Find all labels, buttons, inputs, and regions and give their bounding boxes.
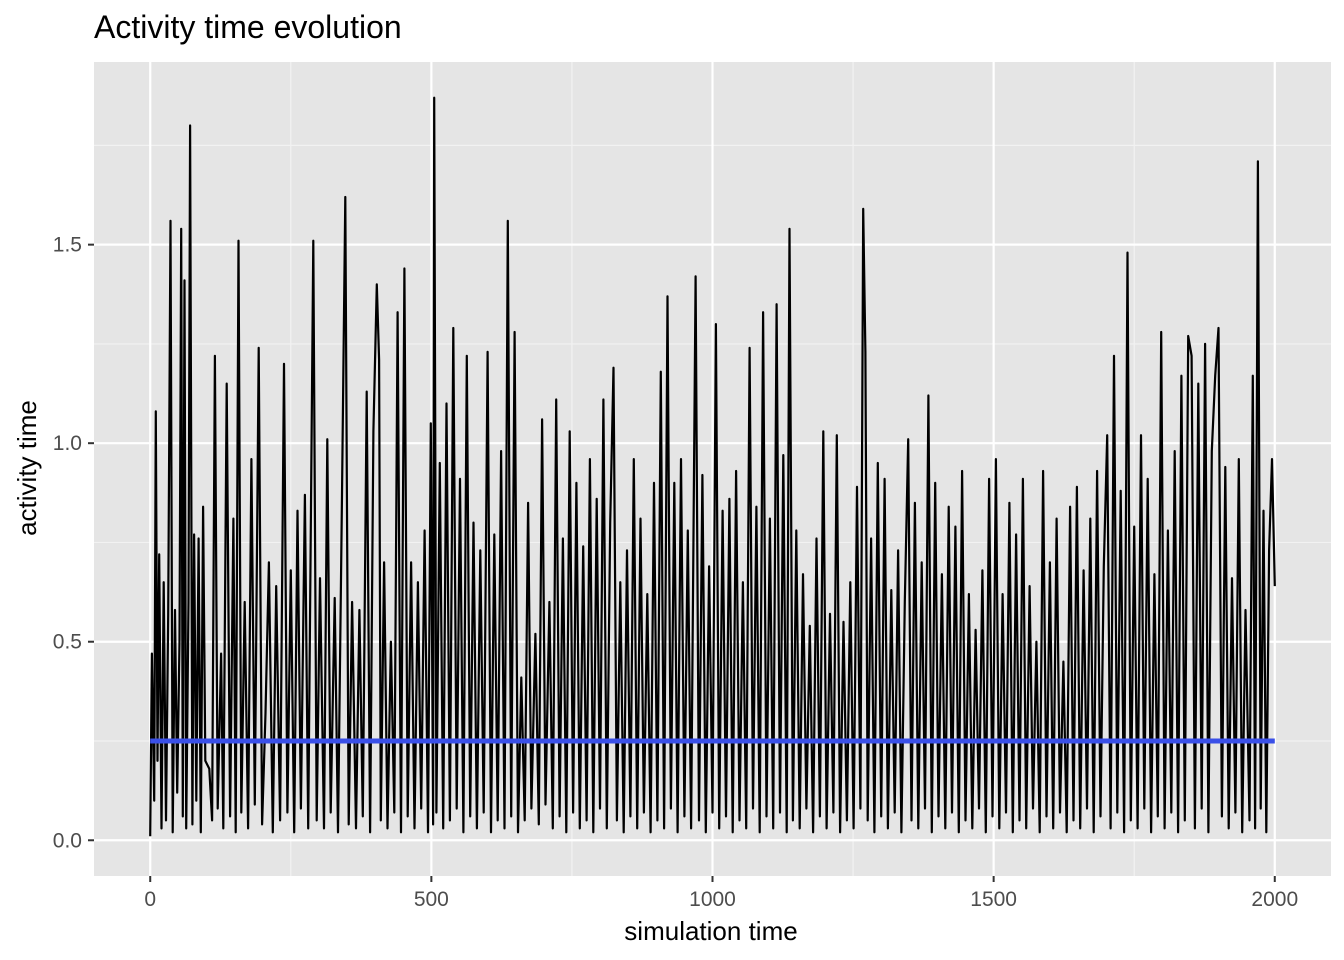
tick-labels: 0 500 1000 1500 2000 0.0 0.5 1.0 1.5 xyxy=(53,234,1298,911)
axis-ticks xyxy=(88,243,1276,882)
y-axis-title: activity time xyxy=(12,400,42,536)
y-tick-label: 1.5 xyxy=(53,234,82,257)
y-tick-label: 0.0 xyxy=(53,829,82,852)
x-tick-label: 0 xyxy=(144,888,156,911)
chart-title: Activity time evolution xyxy=(94,9,402,45)
x-axis-title: simulation time xyxy=(624,916,797,946)
series-line-activity xyxy=(149,96,1276,837)
x-tick-label: 1000 xyxy=(689,888,736,911)
y-tick-label: 1.0 xyxy=(53,432,82,455)
series-layer xyxy=(149,96,1276,837)
x-tick-label: 500 xyxy=(414,888,449,911)
y-tick-label: 0.5 xyxy=(53,631,82,654)
x-tick-label: 2000 xyxy=(1251,888,1298,911)
x-tick-label: 1500 xyxy=(970,888,1017,911)
